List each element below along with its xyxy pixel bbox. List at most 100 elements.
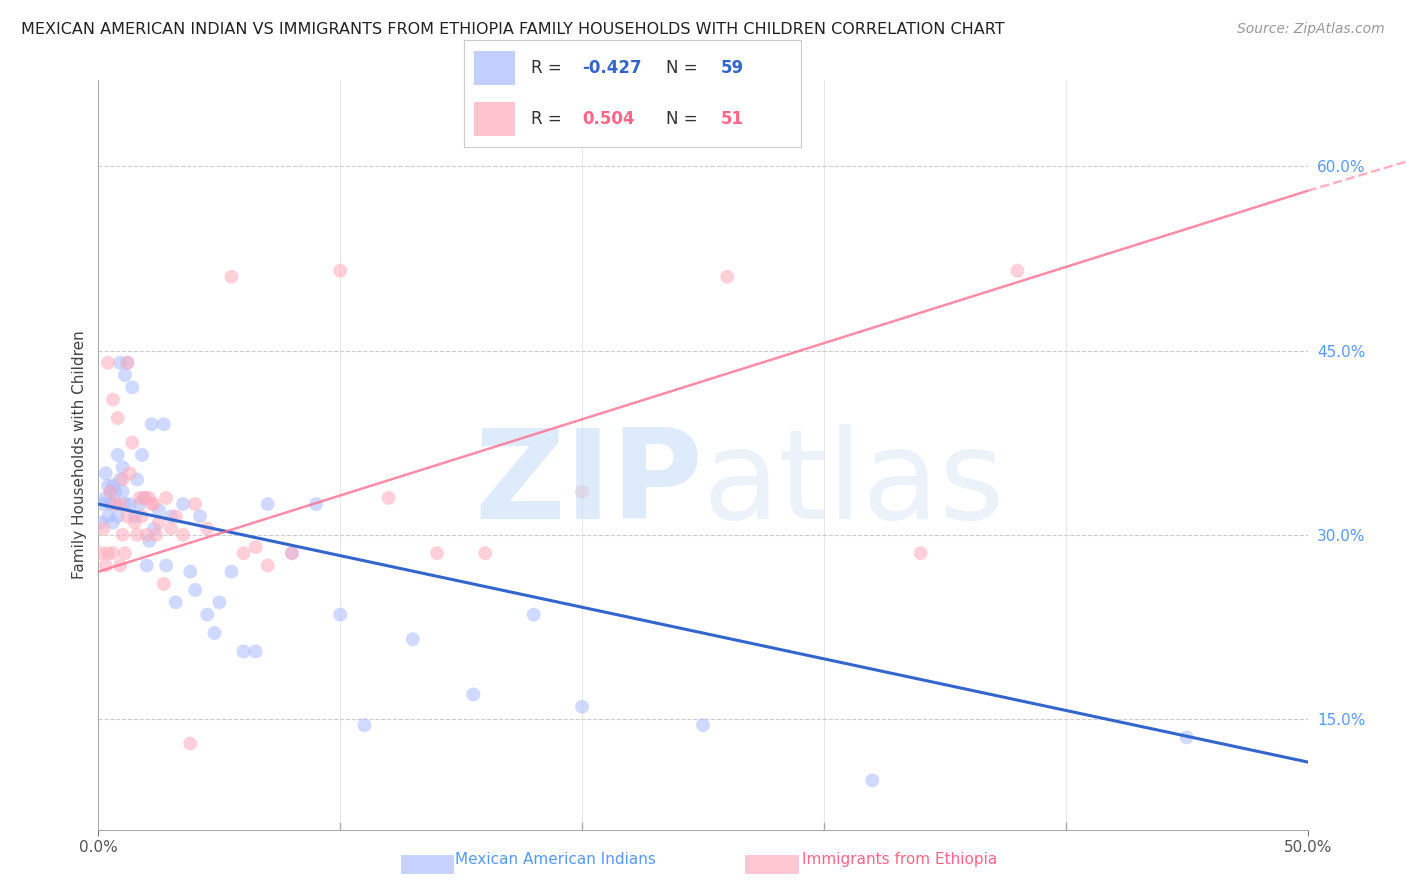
Text: 0.504: 0.504 (582, 111, 634, 128)
Point (134, 491, 156, 505)
Point (160, 522, 183, 536)
Point (111, 473, 134, 487)
Bar (474, 103, 515, 136)
Bar (474, 51, 515, 85)
Text: R =: R = (531, 111, 568, 128)
Point (188, 509, 211, 524)
Point (353, 718, 375, 732)
Point (108, 356, 131, 370)
Point (179, 737, 201, 751)
Point (91, 497, 114, 511)
Point (245, 540, 267, 554)
Point (571, 699, 593, 714)
Point (104, 497, 127, 511)
Point (91, 522, 114, 536)
Text: ZIP: ZIP (474, 425, 703, 545)
Point (104, 497, 127, 511)
Point (117, 356, 139, 370)
Point (692, 718, 714, 732)
Point (101, 392, 124, 407)
Point (108, 473, 131, 487)
Text: R =: R = (531, 59, 568, 77)
Point (523, 607, 546, 622)
Point (117, 356, 139, 370)
Point (127, 473, 149, 487)
Point (1007, 263, 1029, 277)
Text: Immigrants from Ethiopia: Immigrants from Ethiopia (803, 852, 997, 867)
Point (135, 558, 157, 573)
Point (100, 484, 122, 499)
Y-axis label: Family Households with Children: Family Households with Children (72, 331, 87, 579)
Point (134, 491, 156, 505)
Point (329, 607, 352, 622)
Point (145, 528, 167, 542)
Point (101, 546, 124, 560)
Point (94, 467, 117, 481)
Point (111, 460, 134, 475)
Point (118, 467, 141, 481)
Point (114, 546, 136, 560)
Text: Source: ZipAtlas.com: Source: ZipAtlas.com (1237, 22, 1385, 37)
Point (131, 509, 153, 524)
Point (184, 582, 207, 597)
Point (135, 528, 157, 542)
Point (114, 368, 136, 382)
Point (910, 546, 932, 560)
Point (329, 263, 352, 277)
Point (463, 688, 485, 702)
Point (100, 497, 122, 511)
Point (155, 558, 177, 573)
Point (148, 503, 170, 517)
Point (97, 478, 120, 492)
Point (172, 528, 194, 542)
Text: N =: N = (666, 59, 703, 77)
Point (221, 269, 243, 284)
Point (138, 533, 160, 548)
Point (204, 626, 226, 640)
Point (94, 491, 117, 505)
Point (281, 546, 304, 560)
Point (152, 577, 174, 591)
Point (121, 435, 143, 450)
Point (221, 565, 243, 579)
Point (107, 509, 129, 524)
Point (90, 516, 112, 530)
Text: N =: N = (666, 111, 703, 128)
Point (165, 595, 187, 609)
Text: MEXICAN AMERICAN INDIAN VS IMMIGRANTS FROM ETHIOPIA FAMILY HOUSEHOLDS WITH CHILD: MEXICAN AMERICAN INDIAN VS IMMIGRANTS FR… (21, 22, 1005, 37)
Point (160, 509, 183, 524)
Point (114, 497, 136, 511)
Point (143, 497, 166, 511)
Point (256, 497, 278, 511)
Point (195, 522, 218, 536)
Point (172, 497, 194, 511)
Point (179, 565, 201, 579)
Text: -0.427: -0.427 (582, 59, 641, 77)
Point (195, 607, 218, 622)
Point (860, 773, 883, 788)
Point (281, 546, 304, 560)
Point (402, 632, 425, 647)
Text: atlas: atlas (703, 425, 1005, 545)
Point (152, 417, 174, 432)
Point (165, 509, 187, 524)
Point (184, 497, 207, 511)
Point (232, 546, 254, 560)
Point (97, 509, 120, 524)
Point (108, 558, 131, 573)
Point (208, 595, 231, 609)
Point (716, 269, 738, 284)
Point (426, 546, 449, 560)
Point (97, 356, 120, 370)
Point (474, 546, 496, 560)
Point (101, 478, 124, 492)
Text: 59: 59 (720, 59, 744, 77)
Point (97, 546, 120, 560)
Point (1175, 731, 1198, 745)
Point (111, 484, 134, 499)
Point (148, 516, 170, 530)
Point (124, 516, 146, 530)
Point (128, 497, 150, 511)
Point (100, 484, 122, 499)
Point (94, 558, 117, 573)
